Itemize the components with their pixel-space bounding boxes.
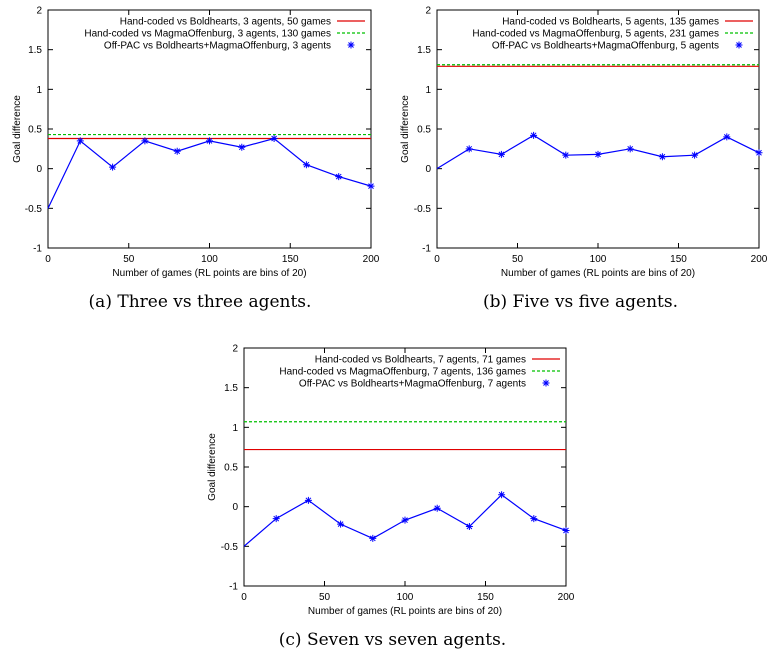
x-tick-label: 200 [363,254,380,265]
y-axis-label: Goal difference [12,95,23,163]
x-tick-label: 150 [282,254,299,265]
data-point-star [141,137,149,145]
data-point-star [304,496,312,504]
y-axis-label: Goal difference [207,433,218,501]
data-point-star [173,147,181,155]
data-point-star [433,504,441,512]
legend-entry-2: Off-PAC vs Boldhearts+MagmaOffenburg, 7 … [299,379,526,390]
x-tick-label: 200 [558,592,575,603]
x-tick-label: 100 [397,592,414,603]
data-point-star [238,143,246,151]
data-point-star [658,153,666,161]
data-point-star [594,150,602,158]
data-point-star [109,163,117,171]
data-point-star [465,145,473,153]
y-tick-label: 0 [232,502,238,513]
data-point-star [530,131,538,139]
y-tick-label: 0.5 [28,125,42,136]
legend-entry-2: Off-PAC vs Boldhearts+MagmaOffenburg, 5 … [492,41,719,52]
data-point-star [755,149,763,157]
legend-entry-2: Off-PAC vs Boldhearts+MagmaOffenburg, 3 … [104,41,331,52]
data-point-star [530,515,538,523]
data-point-star [337,520,345,528]
data-point-star [401,516,409,524]
data-point-star [206,137,213,145]
x-tick-label: 100 [590,254,607,265]
legend-sample-2 [347,41,355,49]
data-point-star [562,151,570,159]
y-tick-label: -0.5 [221,542,239,553]
chart-b: -1 -0.5 0 0.5 1 1.5 2 0 50 100 150 200 Number of gam… [400,6,768,280]
legend-entry-1: Hand-coded vs MagmaOffenburg, 5 agents, … [472,29,719,40]
x-tick-label: 0 [434,254,440,265]
y-tick-label: 1 [425,85,431,96]
data-point-star [723,133,731,141]
legend-entry-1: Hand-coded vs MagmaOffenburg, 3 agents, … [84,29,331,40]
chart-a: -1 -0.5 0 0.5 1 1.5 2 0 50 100 150 200 Number of gam… [12,6,380,280]
x-tick-label: 150 [670,254,687,265]
y-tick-label: 0.5 [224,463,238,474]
data-point-star [562,526,570,534]
legend-entry-0: Hand-coded vs Boldhearts, 5 agents, 135 … [502,17,719,28]
y-tick-label: 2 [425,6,431,17]
data-point-star [626,145,634,153]
chart-c: -1 -0.5 0 0.5 1 1.5 2 0 50 100 150 200 Number of gam… [207,344,575,618]
x-tick-label: 0 [45,254,51,265]
data-point-star [498,491,506,499]
data-point-star [302,161,310,169]
x-tick-label: 0 [241,592,247,603]
y-tick-label: -1 [229,582,238,593]
x-tick-label: 150 [477,592,494,603]
data-point-star [369,534,377,542]
y-tick-label: 2 [232,344,238,355]
y-tick-label: 1.5 [417,45,431,56]
x-tick-label: 200 [751,254,768,265]
chart-panel-b: -1 -0.5 0 0.5 1 1.5 2 0 50 100 150 200 Number of gam… [388,0,773,290]
y-tick-label: 0.5 [417,125,431,136]
y-axis-label: Goal difference [400,95,411,163]
y-tick-label: -1 [33,244,42,255]
y-tick-label: 0 [425,164,431,175]
y-tick-label: 1.5 [28,45,42,56]
caption-a: (a) Three vs three agents. [88,292,312,312]
series-2-line [47,137,372,209]
legend-entry-0: Hand-coded vs Boldhearts, 7 agents, 71 g… [315,355,526,366]
data-point-star [497,150,505,158]
y-tick-label: 1 [36,85,42,96]
y-tick-label: 0 [36,164,42,175]
y-tick-label: -1 [422,244,431,255]
data-point-star [691,151,699,159]
data-point-star [335,173,343,181]
legend-entry-1: Hand-coded vs MagmaOffenburg, 7 agents, … [279,367,526,378]
legend-sample-2 [542,379,550,387]
caption-c: (c) Seven vs seven agents. [278,630,507,650]
y-tick-label: 1 [232,423,238,434]
y-tick-label: 2 [36,6,42,17]
y-tick-label: -0.5 [414,204,432,215]
data-point-star [76,137,84,145]
x-axis-label: Number of games (RL points are bins of 2… [308,606,502,617]
x-tick-label: 50 [123,254,135,265]
legend-entry-0: Hand-coded vs Boldhearts, 3 agents, 50 g… [120,17,331,28]
x-tick-label: 50 [319,592,331,603]
x-axis-label: Number of games (RL points are bins of 2… [112,268,306,279]
data-point-star [272,515,280,523]
data-point-star [465,523,473,530]
legend-sample-2 [735,41,743,49]
y-tick-label: 1.5 [224,383,238,394]
x-tick-label: 50 [512,254,524,265]
y-tick-label: -0.5 [25,204,43,215]
chart-panel-c: -1 -0.5 0 0.5 1 1.5 2 0 50 100 150 200 Number of gam… [195,338,585,628]
caption-b: (b) Five vs five agents. [483,292,678,312]
chart-panel-a: -1 -0.5 0 0.5 1 1.5 2 0 50 100 150 200 Number of gam… [0,0,390,290]
data-point-star [367,182,375,190]
x-axis-label: Number of games (RL points are bins of 2… [501,268,695,279]
x-tick-label: 100 [201,254,218,265]
data-point-star [270,135,278,143]
